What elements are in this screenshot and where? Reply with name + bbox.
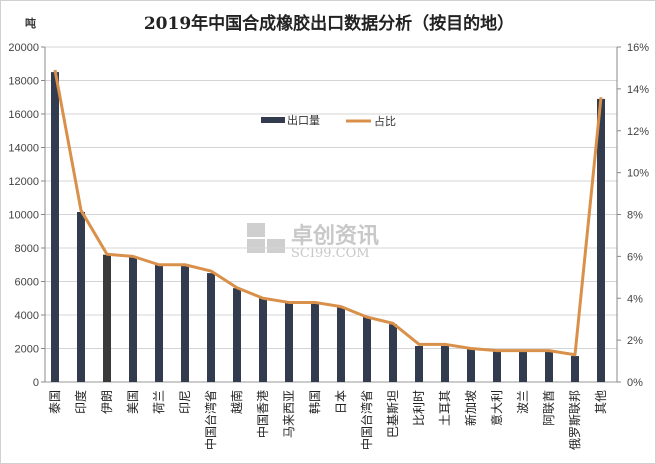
bar-2 xyxy=(103,254,111,382)
x-tick-label: 中国台湾省 xyxy=(203,390,218,450)
bar-8 xyxy=(259,298,267,382)
watermark-logo xyxy=(247,223,265,237)
x-tick-label: 美国 xyxy=(126,390,140,414)
legend-label-line: 占比 xyxy=(374,114,396,128)
x-tick-label: 伊朗 xyxy=(100,390,114,414)
y-tick-label: 10000 xyxy=(8,210,39,222)
x-tick-label: 中国香港 xyxy=(255,390,270,438)
x-tick-label: 俄罗斯联邦 xyxy=(568,390,582,450)
y-tick-label: 6000 xyxy=(15,277,39,289)
watermark-text-cn: 卓创资讯 xyxy=(291,224,379,249)
y-tick-label: 4000 xyxy=(15,310,39,322)
y-tick-label: 0 xyxy=(33,377,39,389)
y-tick-label: 16000 xyxy=(8,109,39,121)
x-tick-label: 波兰 xyxy=(516,390,530,414)
bar-4 xyxy=(155,264,163,382)
x-tick-label: 荷兰 xyxy=(152,390,166,414)
y2-tick-label: 6% xyxy=(627,251,643,263)
legend-label-bar: 出口量 xyxy=(287,113,320,127)
x-tick-label: 印尼 xyxy=(178,390,192,414)
bar-9 xyxy=(285,302,293,382)
bar-6 xyxy=(207,273,215,382)
x-tick-label: 日本 xyxy=(334,390,348,414)
bar-18 xyxy=(519,351,527,382)
x-tick-label: 越南 xyxy=(229,390,244,414)
bar-13 xyxy=(389,324,397,382)
share-line xyxy=(53,69,603,357)
bar-12 xyxy=(363,316,371,382)
watermark-text-en: SCI99.COM xyxy=(291,246,370,261)
y-tick-label: 20000 xyxy=(8,42,39,54)
bar-20 xyxy=(571,356,579,382)
bar-15 xyxy=(441,345,449,382)
y-tick-label: 2000 xyxy=(15,344,39,356)
x-tick-label: 土耳其 xyxy=(438,390,452,426)
bar-5 xyxy=(181,265,189,382)
y2-tick-label: 4% xyxy=(627,293,643,305)
bar-19 xyxy=(545,351,553,382)
bar-17 xyxy=(493,351,501,382)
chart-title: 2019年中国合成橡胶出口数据分析（按目的地） xyxy=(143,14,515,34)
y-tick-label: 8000 xyxy=(15,243,39,255)
bar-0 xyxy=(51,72,59,382)
x-tick-label: 新加坡 xyxy=(463,390,478,426)
bar-10 xyxy=(311,302,319,382)
y2-tick-label: 16% xyxy=(627,42,649,54)
y-tick-label: 12000 xyxy=(8,176,39,188)
bar-1 xyxy=(77,211,85,382)
y2-tick-label: 14% xyxy=(627,84,649,96)
y2-tick-label: 2% xyxy=(627,335,643,347)
bar-3 xyxy=(129,257,137,382)
watermark-logo xyxy=(247,239,265,253)
y-axis-unit: 吨 xyxy=(25,17,36,30)
x-tick-label: 马来西亚 xyxy=(282,390,296,438)
x-tick-label: 意大利 xyxy=(489,390,504,426)
bar-11 xyxy=(337,307,345,382)
y-tick-label: 14000 xyxy=(8,143,39,155)
x-tick-label: 其他 xyxy=(594,390,608,414)
bar-16 xyxy=(467,347,475,382)
x-tick-label: 巴基斯坦 xyxy=(386,390,400,438)
bar-21 xyxy=(597,98,605,383)
bar-14 xyxy=(415,345,423,382)
y-tick-label: 18000 xyxy=(8,76,39,88)
x-tick-label: 泰国 xyxy=(48,390,62,414)
y2-tick-label: 0% xyxy=(627,377,643,389)
x-tick-label: 韩国 xyxy=(307,390,322,414)
y2-tick-label: 12% xyxy=(627,126,649,138)
legend-swatch-bar xyxy=(261,117,285,123)
x-tick-label: 印度 xyxy=(73,390,88,414)
x-tick-label: 阿联酋 xyxy=(541,390,556,426)
bar-7 xyxy=(233,288,241,382)
x-tick-label: 中国台湾省 xyxy=(359,390,374,450)
y2-tick-label: 8% xyxy=(627,210,643,222)
watermark-logo xyxy=(267,239,285,253)
x-tick-label: 比利时 xyxy=(412,390,426,426)
y2-tick-label: 10% xyxy=(627,168,649,180)
